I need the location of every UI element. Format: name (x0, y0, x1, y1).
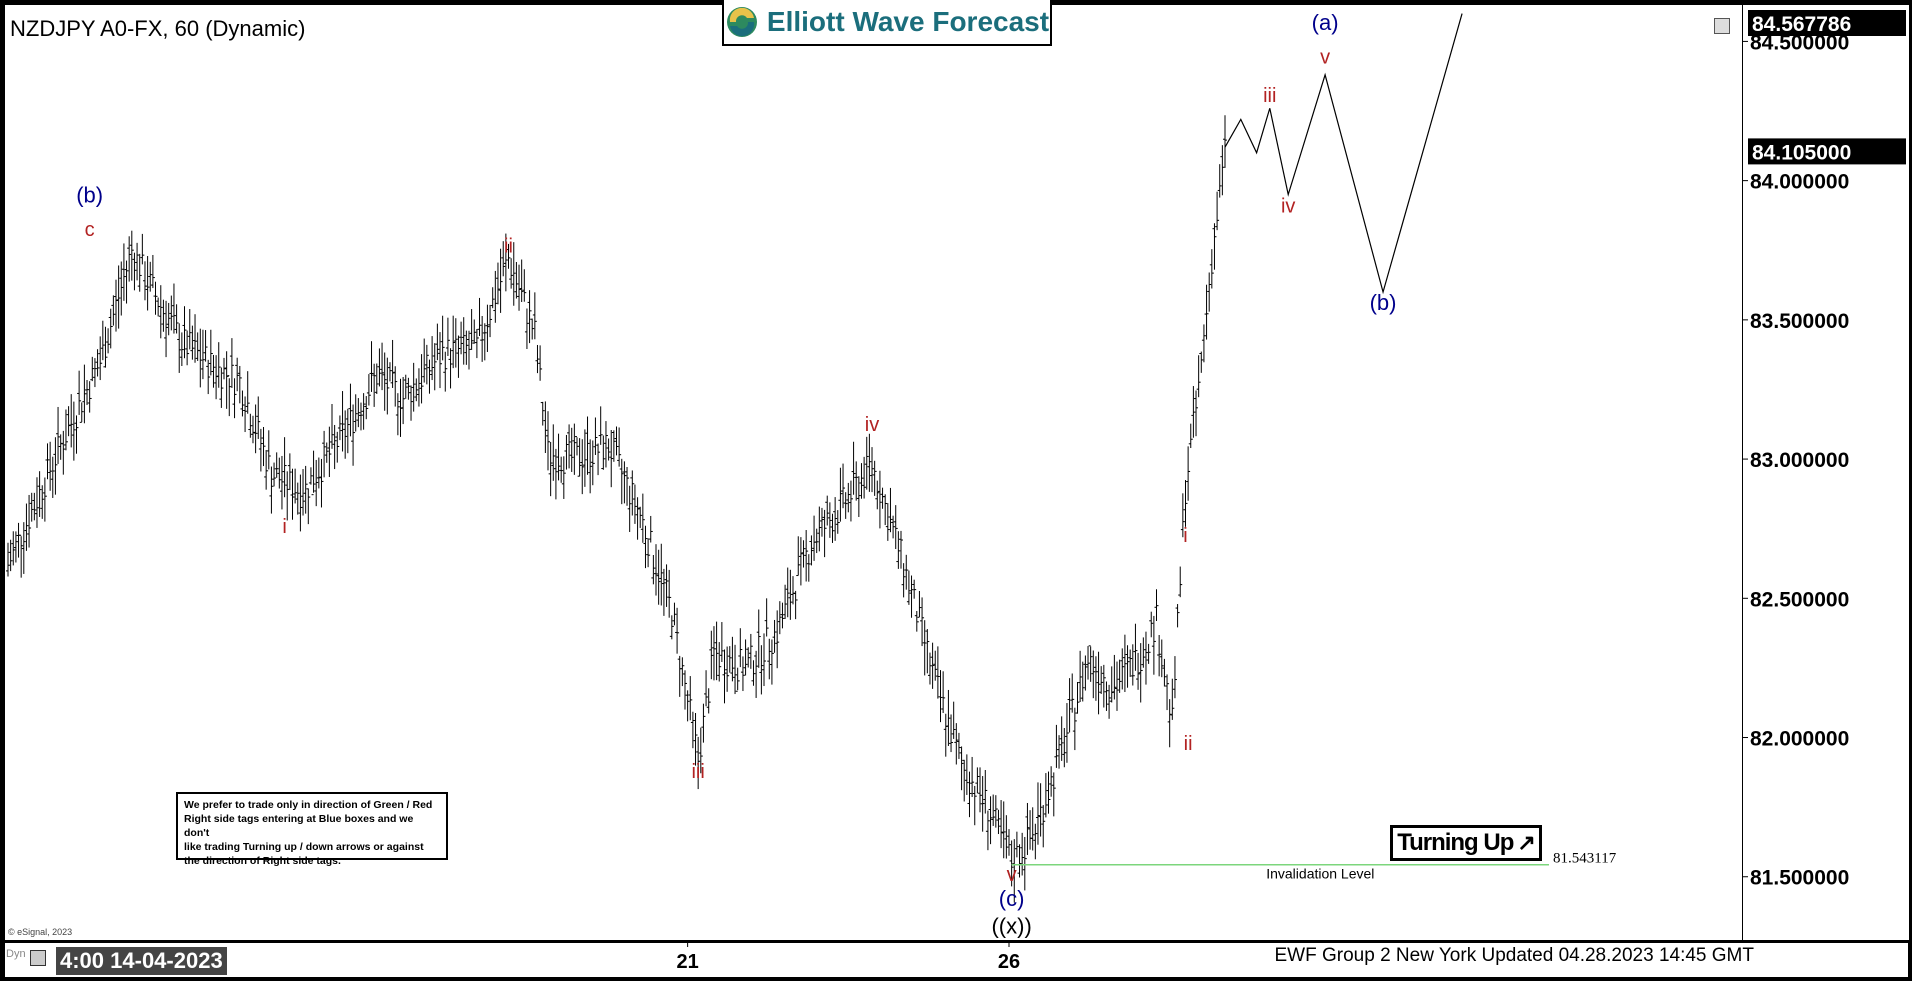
price-tag-label: 84.105000 (1752, 141, 1851, 164)
wave-label: iv (1281, 196, 1295, 218)
wave-label: ii (504, 236, 513, 258)
logo-globe-icon (726, 7, 757, 37)
x-tick-label: 21 (676, 951, 698, 973)
window-restore-icon[interactable] (1714, 18, 1730, 34)
calendar-icon[interactable] (30, 950, 46, 966)
y-tick-label: 84.000000 (1750, 171, 1849, 194)
trading-note: We prefer to trade only in direction of … (176, 792, 448, 867)
wave-label: i (282, 516, 286, 538)
turning-up-label: Turning Up (1397, 829, 1514, 856)
plot-area (5, 5, 1742, 940)
arrow-up-right-icon: ↗ (1517, 830, 1535, 855)
update-info: EWF Group 2 New York Updated 04.28.2023 … (1274, 945, 1755, 966)
wave-label: iii (691, 761, 704, 783)
price-tag-box (1748, 10, 1906, 36)
y-tick-label: 82.000000 (1750, 728, 1849, 751)
turning-up-badge: Turning Up ↗ (1390, 825, 1542, 861)
time-axis-panel (5, 942, 1908, 977)
note-line: the direction of Right side tags. (184, 855, 341, 867)
y-tick-label: 81.500000 (1750, 867, 1849, 890)
invalidation-label: Invalidation Level (1266, 866, 1374, 882)
wave-label: (a) (1312, 10, 1339, 35)
price-tag-label: 84.567786 (1752, 13, 1851, 36)
note-line: like trading Turning up / down arrows or… (184, 841, 424, 853)
brand-logo: Elliott Wave Forecast (722, 0, 1052, 46)
wave-label: i (1183, 525, 1187, 547)
wave-label: v (1320, 46, 1330, 68)
y-tick-label: 83.500000 (1750, 310, 1849, 333)
wave-label: (c) (999, 886, 1025, 911)
chart-title: NZDJPY A0-FX, 60 (Dynamic) (10, 16, 306, 41)
wave-label: c (85, 219, 95, 241)
note-line: Right side tags entering at Blue boxes a… (184, 813, 414, 839)
wave-label: iv (865, 414, 879, 436)
projection-path (1224, 13, 1463, 295)
copyright-text: © eSignal, 2023 (8, 927, 73, 937)
invalidation-value: 81.543117 (1553, 851, 1617, 867)
y-tick-label: 84.500000 (1750, 31, 1849, 54)
note-line: We prefer to trade only in direction of … (184, 799, 433, 811)
wave-label: ii (1184, 733, 1193, 755)
y-tick-label: 83.000000 (1750, 449, 1849, 472)
price-tag-box (1748, 138, 1906, 165)
logo-text: Elliott Wave Forecast (766, 6, 1050, 37)
x-tick-label: 26 (998, 951, 1020, 973)
wave-label: (b) (1370, 290, 1397, 315)
wave-label: (b) (76, 182, 103, 207)
wave-label: iii (1263, 85, 1276, 107)
dynamic-label: Dyn (6, 948, 26, 960)
wave-label: ((x)) (991, 914, 1031, 939)
start-date-label: 4:00 14-04-2023 (56, 947, 227, 975)
wave-label: v (1007, 864, 1017, 886)
y-tick-label: 82.500000 (1750, 588, 1849, 611)
